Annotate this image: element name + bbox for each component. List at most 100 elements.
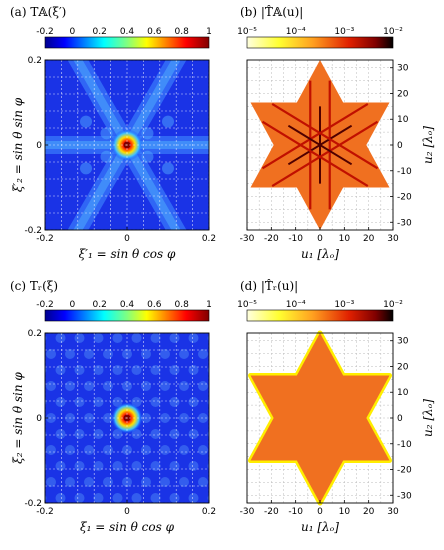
sidelobe xyxy=(188,365,199,375)
y-tick-label: -30 xyxy=(397,491,412,501)
aperture-spoke xyxy=(271,120,379,188)
x-axis-label: u₁ [λₒ] xyxy=(301,520,339,534)
sidelobe xyxy=(198,413,208,423)
sidelobe xyxy=(65,509,75,519)
sidelobe xyxy=(65,349,75,359)
y-tick-label: 0 xyxy=(36,414,42,424)
y-tick-label: 10 xyxy=(397,388,409,398)
x-tick-label: 10 xyxy=(339,507,351,517)
sidelobe xyxy=(74,461,85,471)
y-tick-label: -10 xyxy=(397,440,412,450)
sidelobe xyxy=(141,381,151,391)
sidelobe xyxy=(198,381,208,391)
sidelobe xyxy=(217,317,227,327)
x-tick-label: 0 xyxy=(317,234,323,244)
sidelobe xyxy=(93,461,104,471)
colorbar xyxy=(44,36,210,49)
sidelobe xyxy=(46,349,56,359)
sidelobe xyxy=(0,461,9,471)
sidelobe xyxy=(74,333,85,343)
sidelobe xyxy=(55,493,66,503)
sidelobe xyxy=(236,317,246,327)
sidelobe xyxy=(0,333,9,343)
sidelobe xyxy=(179,445,189,455)
sidelobe xyxy=(160,477,170,487)
colorbar-tick-label: 10⁻⁴ xyxy=(286,300,306,310)
sidelobe xyxy=(103,477,113,487)
sidelobe xyxy=(150,461,161,471)
sidelobe xyxy=(227,461,237,471)
sidelobe xyxy=(141,509,151,519)
colorbar-tick-label: 0.6 xyxy=(147,27,162,37)
colorbar-tick-label: 10⁻⁵ xyxy=(237,27,257,37)
sidelobe xyxy=(74,397,85,407)
colorbar xyxy=(246,36,394,49)
sidelobe xyxy=(217,381,227,391)
x-tick-label: -10 xyxy=(288,234,303,244)
sidelobe xyxy=(46,445,56,455)
y-tick-label: -0.2 xyxy=(24,226,42,236)
sidelobe xyxy=(131,365,142,375)
y-tick-label: -30 xyxy=(397,218,412,228)
sidelobe xyxy=(160,349,170,359)
sidelobe xyxy=(55,429,66,439)
sidelobe xyxy=(112,461,123,471)
sidelobe xyxy=(46,381,56,391)
y-tick-label: 10 xyxy=(397,115,409,125)
colorbar-tick-label: 10⁻² xyxy=(383,27,403,37)
sidelobe xyxy=(217,477,227,487)
sidelobe xyxy=(65,381,75,391)
x-tick-label: -20 xyxy=(264,507,279,517)
colorbar xyxy=(44,309,210,322)
sidelobe xyxy=(18,333,28,343)
y-tick-label: 0 xyxy=(36,141,42,151)
sidelobe xyxy=(150,493,161,503)
y-axis-label: u₂ [λₒ] xyxy=(421,399,435,437)
colorbar-tick-label: 1 xyxy=(206,300,212,310)
y-tick-label: 20 xyxy=(397,362,409,372)
sidelobe xyxy=(141,477,151,487)
sidelobe xyxy=(93,493,104,503)
aperture-spoke xyxy=(271,102,379,170)
y-axis-label: ξ₂ = sin θ sin φ xyxy=(11,372,25,464)
colorbar-tick-label: 0.4 xyxy=(120,300,135,310)
sidelobe xyxy=(27,381,37,391)
sidelobe xyxy=(227,397,237,407)
sidelobe xyxy=(65,477,75,487)
sidelobe xyxy=(93,397,104,407)
sidelobe xyxy=(169,429,180,439)
y-axis-label: ξ′₂ = sin θ sin φ xyxy=(11,97,25,192)
sidelobe xyxy=(93,333,104,343)
sidelobe xyxy=(141,127,154,140)
x-tick-label: -20 xyxy=(264,234,279,244)
sidelobe xyxy=(179,509,189,519)
sidelobe xyxy=(55,397,66,407)
sidelobe xyxy=(8,317,18,327)
sidelobe xyxy=(93,429,104,439)
sidelobe xyxy=(55,461,66,471)
colorbar xyxy=(246,309,394,322)
hexagram-aperture xyxy=(250,375,390,503)
sidelobe xyxy=(84,509,94,519)
colorbar-tick-label: -0.2 xyxy=(36,27,54,37)
colorbar-tick-label: 10⁻³ xyxy=(334,300,354,310)
x-tick-label: -0.2 xyxy=(36,234,54,244)
colorbar-tick-label: 10⁻⁵ xyxy=(237,300,257,310)
sidelobe xyxy=(198,445,208,455)
y-tick-label: 0 xyxy=(397,141,403,151)
y-tick-label: -20 xyxy=(397,466,412,476)
sidelobe xyxy=(150,397,161,407)
sidelobe xyxy=(8,349,18,359)
sidelobe xyxy=(150,429,161,439)
sidelobe xyxy=(188,493,199,503)
colorbar-tick-label: -0.2 xyxy=(36,300,54,310)
sidelobe xyxy=(103,445,113,455)
sidelobe xyxy=(100,127,113,140)
colorbar-tick-label: 0 xyxy=(69,27,75,37)
sidelobe xyxy=(80,162,92,175)
y-tick-label: 20 xyxy=(397,89,409,99)
sidelobe xyxy=(74,365,85,375)
y-tick-label: 0 xyxy=(397,414,403,424)
sidelobe xyxy=(141,349,151,359)
sidelobe xyxy=(112,365,123,375)
